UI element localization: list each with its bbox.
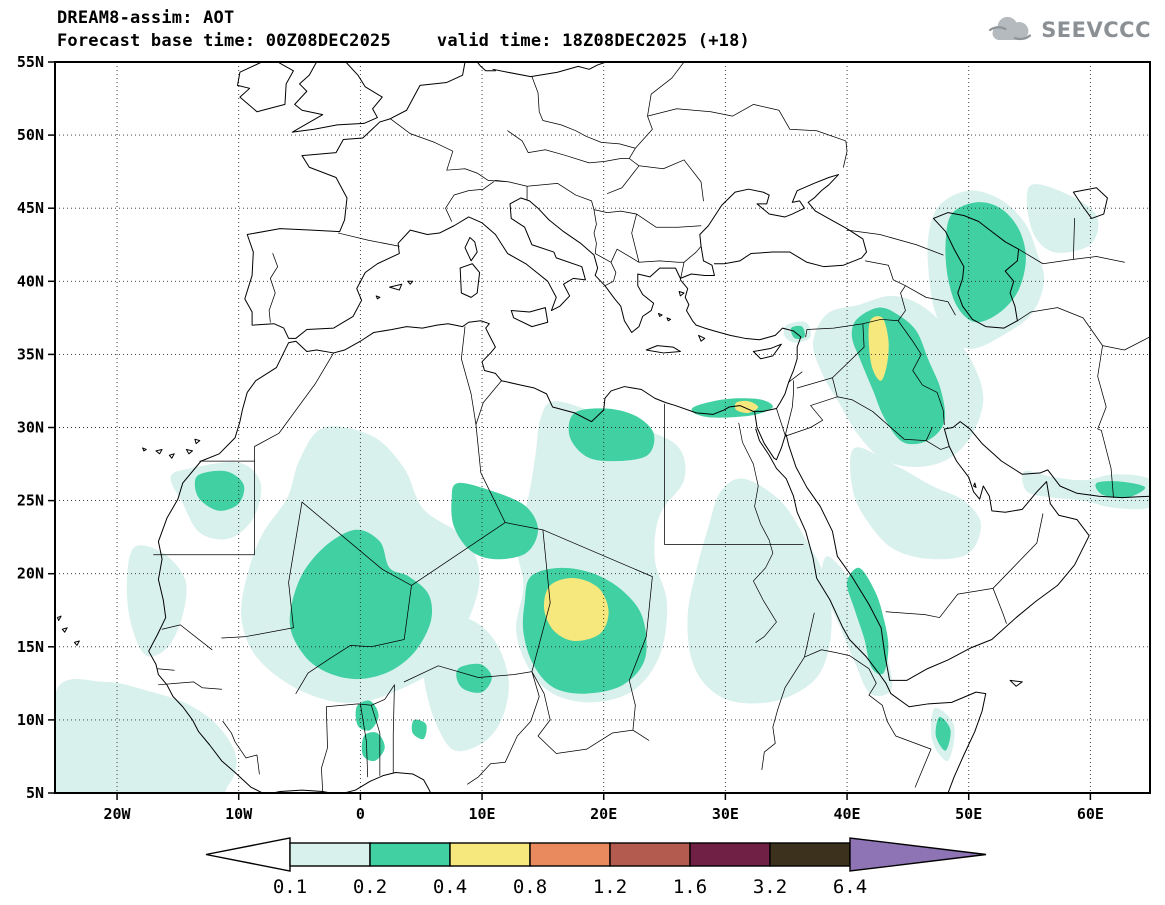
legend-arrow-above-max [849,837,987,872]
legend-segment-1.6-3.2 [689,842,771,867]
lat-tick-label: 15N [17,638,44,656]
coastline-caspian [933,213,1018,328]
aot-region-level-0.1 [126,545,187,657]
aot-region-level-0.1 [55,678,237,793]
legend-label: 1.6 [673,876,707,898]
aot-region-level-0.2 [451,482,538,560]
lon-tick-label: 20E [590,805,617,823]
legend-arrow-below-min [205,837,291,872]
legend-segment-0.4-0.8 [449,842,531,867]
legend-label: 0.1 [273,876,307,898]
aot-region-level-0.2 [361,732,385,762]
coastline-ireland [237,62,293,112]
aot-region-level-0.2 [1095,481,1146,499]
lat-tick-label: 25N [17,492,44,510]
lat-tick-label: 40N [17,272,44,290]
chart-title: DREAM8-assim: AOT [57,8,235,28]
coastline-baltic [477,62,606,77]
aot-region-level-0.4 [734,400,759,413]
coastline-aral [1073,188,1107,219]
lat-tick-label: 30N [17,419,44,437]
seevccc-logo: SEEVCCC [988,16,1151,44]
legend-label: 1.2 [593,876,627,898]
legend-label: 0.4 [433,876,467,898]
coastline-red-sea-somalia [756,429,986,793]
lon-tick-label: 0 [356,805,365,823]
lon-tick-label: 40E [834,805,861,823]
aot-region-level-0.2 [411,719,427,740]
aot-region-level-0.2 [289,529,433,680]
borders-mideast [776,218,1150,623]
aot-region-level-0.1 [1022,470,1150,510]
lon-tick-label: 20W [104,805,132,823]
lat-tick-label: 5N [26,784,44,802]
lat-tick-label: 55N [17,53,44,71]
legend-segment-0.8-1.2 [529,842,611,867]
color-legend: 0.1 0.2 0.4 0.8 1.2 1.6 3.2 6.4 [205,837,987,898]
aot-region-level-0.2 [935,716,951,751]
aot-region-level-0.1 [1026,184,1099,253]
lat-tick-label: 20N [17,565,44,583]
logo-text: SEEVCCC [1041,18,1151,42]
valid-time: valid time: 18Z08DEC2025 (+18) [436,31,750,51]
legend-label: 6.4 [833,876,867,898]
nile-river [739,423,777,642]
coastline-britain [292,62,382,132]
borders-africa [154,327,931,792]
legend-segment-0.2-0.4 [369,842,451,867]
lat-tick-label: 45N [17,199,44,217]
lat-tick-label: 35N [17,345,44,363]
aot-region-level-0.4 [868,316,889,381]
coastline-black-sea [700,175,867,267]
legend-label: 0.8 [513,876,547,898]
lon-tick-label: 10W [225,805,253,823]
aot-region-level-0.2 [846,567,889,675]
legend-segment-1.2-1.6 [609,842,691,867]
coastline-islands [57,237,1022,686]
aot-region-level-0.1 [850,447,981,560]
axis-labels: 20W 10W 0 10E 20E 30E 40E 50E 60E 55N 50N 45N 40N 35N… [17,53,1104,823]
chart-subtitle: Forecast base time: 00Z08DEC2025 valid ti… [57,31,750,51]
aot-region-level-0.2 [790,325,805,340]
aot-region-level-0.4 [543,578,609,642]
lon-tick-label: 50E [955,805,982,823]
forecast-base-time: Forecast base time: 00Z08DEC2025 [57,31,391,51]
aot-region-level-0.2 [456,663,492,693]
aot-region-level-0.1 [687,478,832,704]
coastline-europe [245,62,715,338]
lat-tick-label: 10N [17,711,44,729]
aot-region-level-0.2 [568,408,655,462]
aot-region-level-0.2 [945,202,1026,323]
borders-europe [269,62,955,322]
lon-tick-label: 60E [1077,805,1104,823]
legend-label: 3.2 [753,876,787,898]
legend-segment-0.1-0.2 [289,842,371,867]
lat-tick-label: 50N [17,126,44,144]
lon-tick-label: 30E [712,805,739,823]
legend-segment-3.2-6.4 [769,842,851,867]
legend-label: 0.2 [353,876,387,898]
coastline-arabia [755,411,1150,680]
lon-tick-label: 10E [469,805,496,823]
coastline-africa-mediterranean [149,280,801,796]
cloud-icon [989,16,1032,41]
coastlines-and-borders [57,62,1150,796]
aot-region-level-0.2 [691,398,773,418]
